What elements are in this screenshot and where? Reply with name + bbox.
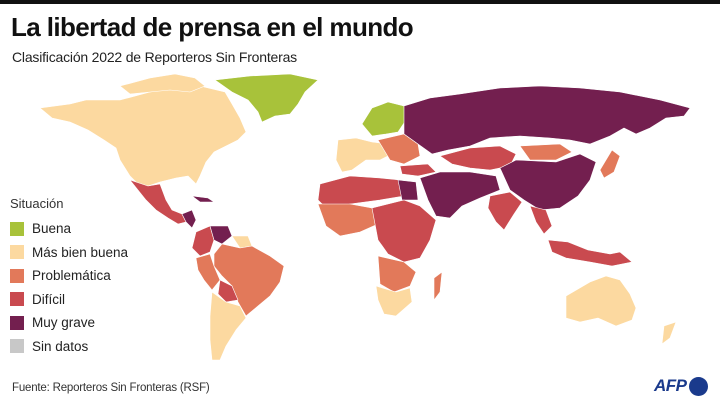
- region-south-africa: [375, 285, 413, 317]
- legend-swatch-mas-bien-buena: [10, 245, 24, 260]
- legend-item-sin-datos: Sin datos: [10, 335, 128, 359]
- afp-logo-circle-icon: [688, 376, 708, 396]
- page-subtitle: Clasificación 2022 de Reporteros Sin Fro…: [12, 49, 297, 65]
- region-venezuela: [209, 225, 233, 245]
- legend-label: Sin datos: [32, 338, 89, 354]
- region-indonesia: [547, 239, 633, 267]
- region-cuba: [191, 195, 215, 203]
- region-new-zealand: [661, 321, 677, 345]
- world-map: [39, 73, 691, 361]
- legend-swatch-sin-datos: [10, 339, 24, 354]
- region-china: [499, 153, 597, 211]
- legend-label: Más bien buena: [32, 244, 129, 260]
- region-australia: [565, 275, 637, 327]
- region-scandinavia: [361, 101, 407, 137]
- region-middle-east: [419, 171, 501, 219]
- top-rule: [0, 0, 720, 4]
- legend-item-buena: Buena: [10, 217, 128, 241]
- region-peru: [195, 253, 221, 291]
- legend-label: Difícil: [32, 291, 65, 307]
- region-central-africa: [371, 199, 437, 263]
- legend-swatch-dificil: [10, 292, 24, 307]
- source-note: Fuente: Reporteros Sin Fronteras (RSF): [12, 382, 210, 394]
- region-turkey: [399, 163, 437, 177]
- region-southern-africa-mid: [377, 255, 417, 293]
- region-russia: [403, 85, 691, 155]
- region-mongolia: [519, 143, 573, 161]
- region-western-europe: [335, 137, 393, 173]
- region-india: [487, 191, 523, 231]
- legend-swatch-muy-grave: [10, 315, 24, 330]
- page-title: La libertad de prensa en el mundo: [11, 12, 414, 42]
- region-central-america: [181, 209, 197, 229]
- region-egypt: [397, 179, 419, 201]
- region-japan: [599, 149, 621, 179]
- region-madagascar: [433, 271, 443, 301]
- legend-item-problematica: Problemática: [10, 264, 128, 288]
- legend-label: Problemática: [32, 268, 111, 284]
- region-southern-cone: [209, 291, 247, 361]
- legend-label: Buena: [32, 221, 72, 237]
- region-southeast-asia: [529, 205, 553, 235]
- region-bolivia: [217, 279, 239, 303]
- legend-title: Situación: [10, 196, 64, 211]
- region-brazil: [213, 243, 285, 317]
- legend: Situación Buena Más bien buena Problemát…: [10, 196, 128, 358]
- region-colombia: [191, 225, 215, 257]
- legend-item-mas-bien-buena: Más bien buena: [10, 241, 128, 265]
- legend-swatch-buena: [10, 221, 24, 236]
- region-greenland: [214, 73, 319, 123]
- afp-logo: AFP: [654, 376, 708, 396]
- legend-item-muy-grave: Muy grave: [10, 311, 128, 335]
- region-mexico: [129, 179, 187, 225]
- region-arctic-islands: [119, 73, 206, 95]
- legend-swatch-problematica: [10, 268, 24, 283]
- region-west-africa: [317, 203, 379, 237]
- legend-item-dificil: Difícil: [10, 288, 128, 312]
- region-north-america: [39, 85, 247, 187]
- legend-label: Muy grave: [32, 315, 96, 331]
- afp-logo-text: AFP: [654, 376, 687, 395]
